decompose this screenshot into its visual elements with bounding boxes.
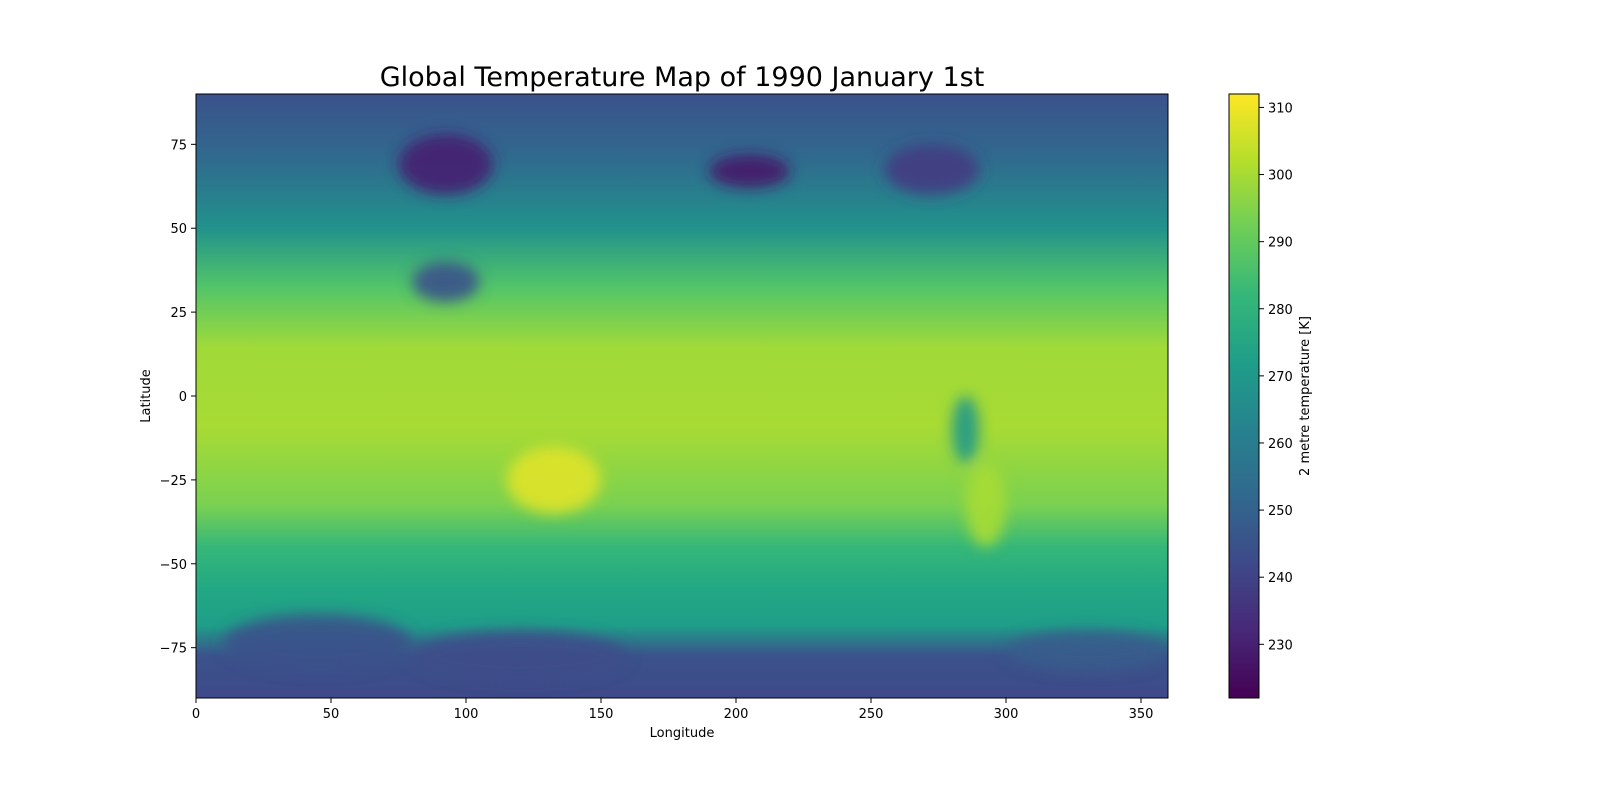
temperature-region [952, 396, 979, 464]
x-tick-label: 200 [724, 707, 749, 722]
colorbar-tick-label: 260 [1268, 437, 1293, 452]
y-tick-label: −75 [160, 642, 187, 657]
temperature-field [196, 94, 1168, 698]
temperature-region [223, 614, 412, 672]
colorbar-tick-label: 310 [1268, 101, 1293, 116]
y-tick-label: −25 [160, 474, 187, 489]
x-tick-label: 300 [994, 707, 1019, 722]
colorbar: 230 240 250 260 270 280 290 300 310 2 metre temp… [1228, 93, 1313, 699]
temperature-region [709, 154, 790, 188]
plot-area [195, 93, 1169, 699]
x-tick-label: 150 [589, 707, 614, 722]
temperature-region [398, 134, 493, 195]
colorbar-gradient [1228, 93, 1260, 699]
x-tick-label: 50 [323, 707, 340, 722]
colorbar-tick-label: 230 [1268, 638, 1293, 653]
temperature-region [884, 144, 979, 195]
colorbar-axis: 230 240 250 260 270 280 290 300 310 [1259, 101, 1293, 653]
colorbar-tick-label: 300 [1268, 169, 1293, 184]
temperature-region [965, 463, 1006, 547]
y-tick-label: 25 [170, 306, 187, 321]
x-tick-label: 350 [1129, 707, 1154, 722]
x-tick-label: 0 [192, 707, 200, 722]
colorbar-tick-label: 250 [1268, 504, 1293, 519]
x-tick-label: 100 [454, 707, 479, 722]
colorbar-label: 2 metre temperature [K] [1298, 316, 1313, 476]
colorbar-tick-label: 240 [1268, 571, 1293, 586]
temperature-region [412, 261, 480, 303]
temperature-region [506, 446, 601, 514]
x-tick-label: 250 [859, 707, 884, 722]
y-axis-label: Latitude [139, 369, 154, 423]
y-tick-label: 0 [179, 390, 187, 405]
x-axis: 0 50 100 150 200 250 300 350 [192, 698, 1154, 722]
colorbar-tick-label: 290 [1268, 236, 1293, 251]
y-axis: −75 −50 −25 0 25 50 75 [160, 138, 196, 657]
temperature-region [1006, 630, 1168, 672]
colorbar-tick-label: 270 [1268, 370, 1293, 385]
y-tick-label: −50 [160, 558, 187, 573]
temperature-region [412, 630, 628, 682]
chart-title: Global Temperature Map of 1990 January 1… [380, 62, 985, 93]
colorbar-tick-label: 280 [1268, 303, 1293, 318]
y-tick-label: 50 [170, 222, 187, 237]
x-axis-label: Longitude [650, 726, 715, 741]
y-tick-label: 75 [170, 138, 187, 153]
